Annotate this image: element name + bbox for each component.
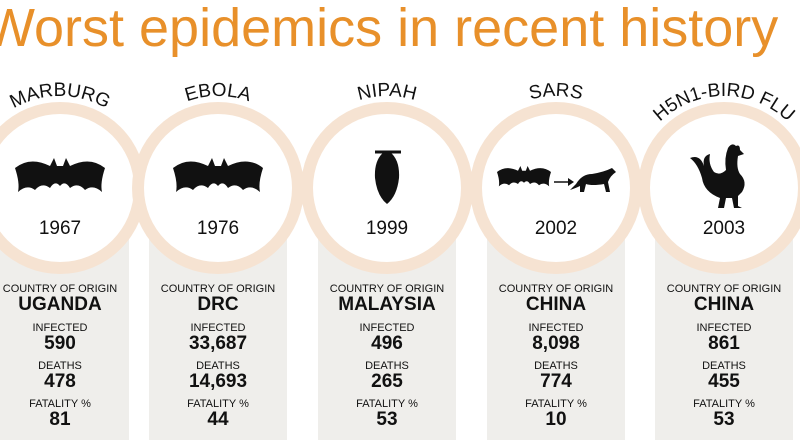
year: 1999	[366, 218, 408, 239]
infected: 8,098	[532, 333, 580, 354]
deaths-label: DEATHS	[534, 360, 578, 372]
animal-icon	[15, 158, 105, 192]
origin-label: COUNTRY OF ORIGIN	[330, 283, 445, 295]
inner-circle	[0, 114, 134, 262]
fatality: 81	[49, 409, 71, 430]
country: CHINA	[694, 294, 754, 315]
infected-label: INFECTED	[697, 322, 752, 334]
infected-label: INFECTED	[360, 322, 415, 334]
civet-icon	[570, 168, 616, 192]
origin-label: COUNTRY OF ORIGIN	[3, 283, 118, 295]
animal-icon	[497, 166, 616, 192]
deaths-label: DEATHS	[365, 360, 409, 372]
bat-icon	[497, 166, 551, 187]
deaths: 478	[44, 371, 76, 392]
infected: 33,687	[189, 333, 247, 354]
year: 1976	[197, 218, 239, 239]
arrow-head-icon	[568, 178, 574, 186]
fatality: 10	[545, 409, 566, 430]
country: DRC	[197, 294, 238, 315]
fatality-label: FATALITY %	[187, 398, 249, 410]
origin-label: COUNTRY OF ORIGIN	[667, 283, 782, 295]
deaths-label: DEATHS	[38, 360, 82, 372]
fatality: 53	[376, 409, 397, 430]
deaths-label: DEATHS	[702, 360, 746, 372]
fatality-label: FATALITY %	[693, 398, 755, 410]
animal-icon	[173, 158, 263, 192]
fatality: 53	[713, 409, 734, 430]
fatality-label: FATALITY %	[356, 398, 418, 410]
infected-label: INFECTED	[529, 322, 584, 334]
country: MALAYSIA	[338, 294, 436, 315]
year: 2002	[535, 218, 577, 239]
fatality-label: FATALITY %	[525, 398, 587, 410]
country: UGANDA	[18, 294, 102, 315]
deaths: 14,693	[189, 371, 247, 392]
deaths-label: DEATHS	[196, 360, 240, 372]
inner-circle	[482, 114, 630, 262]
inner-circle	[144, 114, 292, 262]
disease-name: NIPAH	[355, 80, 418, 105]
animal-icon	[374, 150, 401, 204]
year: 2003	[703, 218, 745, 239]
fatality: 44	[207, 409, 229, 430]
fatality-label: FATALITY %	[29, 398, 91, 410]
infected: 590	[44, 333, 76, 354]
infected: 496	[371, 333, 403, 354]
bat-icon	[173, 158, 263, 192]
country: CHINA	[526, 294, 586, 315]
deaths: 265	[371, 371, 403, 392]
year: 1967	[39, 218, 81, 239]
animal-icon	[690, 144, 745, 208]
bat-icon	[15, 158, 105, 192]
deaths: 774	[540, 371, 572, 392]
infected-label: INFECTED	[33, 322, 88, 334]
disease-name-path: SARS	[527, 80, 585, 105]
rooster-icon	[690, 144, 745, 208]
infected-label: INFECTED	[191, 322, 246, 334]
infected: 861	[708, 333, 740, 354]
origin-label: COUNTRY OF ORIGIN	[499, 283, 614, 295]
title: Worst epidemics in recent history	[0, 0, 778, 58]
hanging-bat-icon	[374, 152, 400, 204]
origin-label: COUNTRY OF ORIGIN	[161, 283, 276, 295]
disease-name-path: NIPAH	[355, 80, 418, 105]
disease-name: SARS	[527, 80, 585, 105]
deaths: 455	[708, 371, 740, 392]
